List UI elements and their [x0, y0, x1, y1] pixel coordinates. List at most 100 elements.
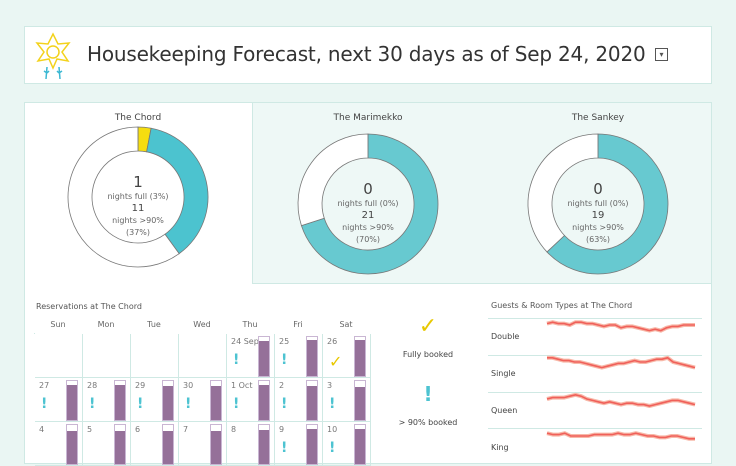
calendar-cell — [179, 334, 227, 378]
over90-icon: ! — [137, 396, 144, 412]
sparkline-line — [546, 393, 696, 407]
segment-rest[interactable] — [67, 126, 180, 268]
day-label: 24 Sep — [231, 337, 259, 346]
nights-over90-label: nights >90% — [572, 223, 624, 232]
occupancy-fill — [307, 339, 317, 376]
dropdown-arrow-icon[interactable]: ▾ — [655, 48, 668, 61]
occupancy-fill — [307, 428, 317, 464]
occupancy-bar — [306, 336, 318, 377]
day-label: 8 — [231, 425, 237, 434]
over90-icon: ! — [281, 440, 288, 456]
over90-icon: ! — [41, 396, 48, 412]
guest-sparkline — [546, 431, 695, 441]
room-type-label: Single — [491, 369, 516, 378]
over90-icon: ! — [329, 396, 336, 412]
over90-icon: ! — [89, 396, 96, 412]
occupancy-donut — [297, 133, 439, 275]
occupancy-fill — [355, 428, 365, 464]
occupancy-bar — [114, 424, 126, 465]
day-of-week: Sat — [339, 320, 353, 329]
over90-icon: ! — [185, 396, 192, 412]
calendar-day[interactable]: 24 Sep ! — [227, 334, 275, 378]
occupancy-bar — [66, 424, 78, 465]
occupancy-fill — [115, 384, 125, 420]
room-type-label: Double — [491, 332, 520, 341]
calendar-cell — [131, 334, 179, 378]
calendar-day[interactable]: 25 ! — [275, 334, 323, 378]
calendar-day[interactable]: 6 — [131, 422, 179, 466]
calendar-day[interactable]: 10 ! — [323, 422, 371, 466]
calendar-day[interactable]: 27 ! — [35, 378, 83, 422]
calendar-day[interactable]: 30 ! — [179, 378, 227, 422]
calendar-day[interactable]: 8 — [227, 422, 275, 466]
over90-icon: ! — [281, 352, 288, 368]
day-label: 7 — [183, 425, 189, 434]
occupancy-bar — [258, 380, 270, 421]
day-of-week: Fri — [293, 320, 303, 329]
occupancy-fill — [163, 430, 173, 464]
reservation-calendar: 24 Sep ! 25 ! 26 ✓ 27 ! 28 ! 29 ! 30 ! 1 Oct ! 2… — [34, 333, 371, 466]
day-label: 6 — [135, 425, 141, 434]
donut-center-text: 0 nights full (0%) 21 nights >90% (70%) — [318, 180, 418, 246]
calendar-day[interactable]: 29 ! — [131, 378, 179, 422]
occupancy-bar — [114, 380, 126, 421]
occupancy-fill — [259, 430, 269, 464]
segment-rest[interactable] — [527, 133, 599, 253]
hotel-title: The Chord — [114, 113, 162, 123]
calendar-day[interactable]: 4 — [35, 422, 83, 466]
calendar-day[interactable]: 5 — [83, 422, 131, 466]
calendar-day[interactable]: 26 ✓ — [323, 334, 371, 378]
occupancy-fill — [163, 385, 173, 420]
nights-full-label: nights full (0%) — [567, 199, 629, 208]
day-label: 2 — [279, 381, 285, 390]
legend-fully-booked: Fully booked — [402, 350, 454, 359]
nights-full-count: 1 — [133, 173, 143, 191]
nights-over90-pct: (63%) — [585, 235, 611, 244]
day-label: 9 — [279, 425, 285, 434]
occupancy-bar — [66, 380, 78, 421]
calendar-day[interactable]: 7 — [179, 422, 227, 466]
occupancy-bar — [354, 380, 366, 421]
row-divider — [488, 318, 702, 319]
sparkline-line — [547, 356, 696, 369]
occupancy-bar — [258, 424, 270, 465]
occupancy-fill — [259, 340, 269, 376]
check-legend-icon: ✓ — [418, 314, 438, 339]
segment-rest[interactable] — [297, 133, 369, 227]
occupancy-bar — [162, 380, 174, 421]
guest-sparkline — [547, 355, 696, 370]
segment-over90[interactable] — [300, 133, 439, 275]
day-label: 28 — [87, 381, 98, 390]
sparkline-line — [546, 321, 695, 332]
occupancy-bar — [162, 424, 174, 465]
segment-over90[interactable] — [546, 133, 669, 275]
dashboard-header: Housekeeping Forecast, next 30 days as o… — [24, 26, 712, 84]
legend-over90: > 90% booked — [398, 418, 458, 427]
over90-icon: ! — [233, 352, 240, 368]
row-divider — [488, 355, 702, 356]
sparkline-line — [546, 432, 695, 440]
donut-center-text: 0 nights full (0%) 19 nights >90% (63%) — [548, 180, 648, 246]
calendar-day[interactable]: 1 Oct ! — [227, 378, 275, 422]
guest-sparkline — [546, 320, 695, 333]
room-type-label: King — [491, 443, 509, 452]
hotel-title: The Sankey — [571, 113, 625, 123]
occupancy-fill — [211, 430, 221, 464]
occupancy-bar — [354, 424, 366, 465]
calendar-cell — [35, 334, 83, 378]
row-divider — [488, 428, 702, 429]
occupancy-bar — [258, 336, 270, 377]
over90-icon: ! — [281, 396, 288, 412]
calendar-day[interactable]: 2 ! — [275, 378, 323, 422]
daffodil-logo-icon — [35, 32, 71, 80]
calendar-day[interactable]: 9 ! — [275, 422, 323, 466]
calendar-day[interactable]: 3 ! — [323, 378, 371, 422]
nights-over90-count: 21 — [361, 210, 375, 221]
segment-over90[interactable] — [146, 127, 209, 255]
day-label: 4 — [39, 425, 45, 434]
calendar-day[interactable]: 28 ! — [83, 378, 131, 422]
guests-title: Guests & Room Types at The Chord — [491, 301, 633, 310]
over90-icon: ! — [329, 440, 336, 456]
nights-full-label: nights full (0%) — [337, 199, 399, 208]
occupancy-bar — [210, 380, 222, 421]
